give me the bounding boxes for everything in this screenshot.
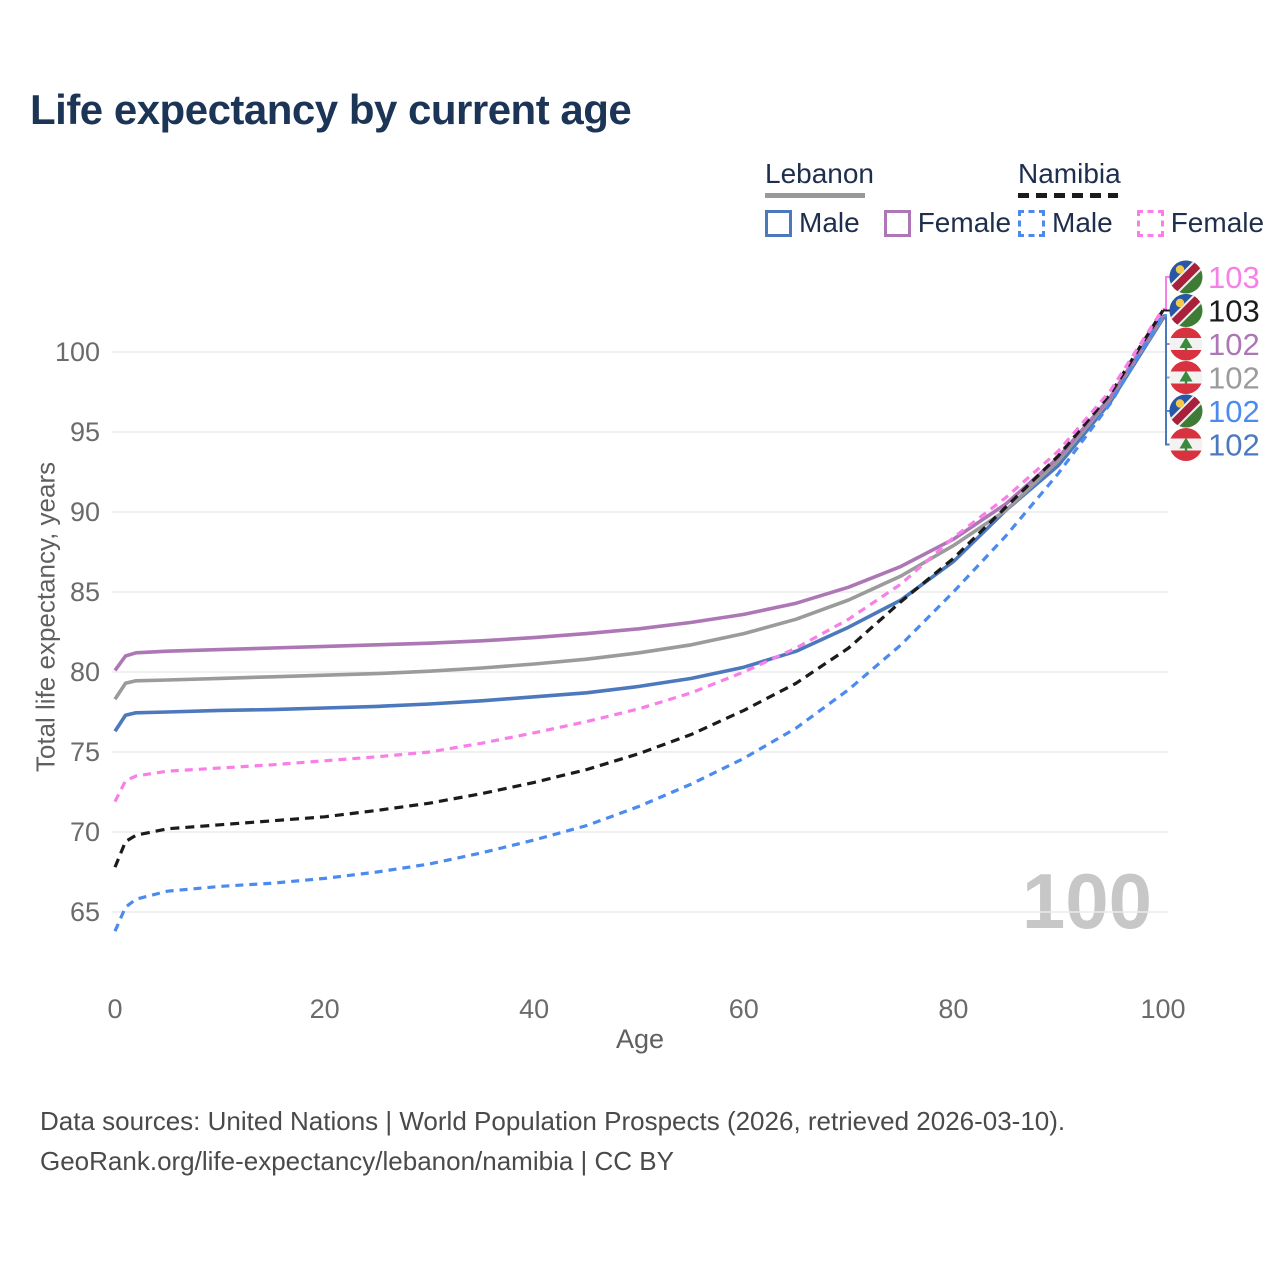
end-value-label: 102 <box>1208 394 1260 429</box>
lebanon-flag-icon <box>1169 361 1203 394</box>
x-axis-title: Age <box>615 1024 665 1054</box>
lebanon-male-swatch-icon <box>765 209 792 237</box>
end-label-flag <box>1169 428 1203 461</box>
lebanon-flag-icon <box>1169 428 1203 461</box>
lebanon-female-swatch-icon <box>883 209 911 237</box>
legend-label-namibia-male: Male <box>1052 207 1113 238</box>
legend-country-lebanon: Lebanon <box>765 158 875 189</box>
series-line-namibia-male <box>113 314 1165 932</box>
y-tick-label: 75 <box>69 737 100 767</box>
series-line-lebanon-female <box>113 314 1165 672</box>
legend-row-namibia: Male Female <box>1018 207 1280 239</box>
namibia-line-style-swatch <box>1018 193 1118 198</box>
end-value-label: 103 <box>1208 294 1260 329</box>
x-tick-label: 60 <box>728 994 759 1024</box>
namibia-flag-icon <box>1169 260 1203 294</box>
x-tick-label: 100 <box>1140 994 1186 1024</box>
end-value-label: 102 <box>1208 327 1260 362</box>
namibia-flag-icon <box>1169 294 1203 327</box>
x-tick-label: 20 <box>309 994 340 1024</box>
series-line-lebanon <box>113 315 1165 701</box>
end-label-flag <box>1169 260 1203 294</box>
end-label-connector <box>1163 317 1170 446</box>
page-title: Life expectancy by current age <box>30 86 632 133</box>
series-line-namibia <box>113 309 1165 868</box>
legend-label-lebanon-female: Female <box>917 207 1012 238</box>
y-tick-label: 95 <box>69 417 100 447</box>
y-tick-label: 90 <box>69 497 100 527</box>
watermark-100: 100 <box>1021 857 1152 945</box>
end-label-flag <box>1169 327 1203 361</box>
namibia-female-swatch-icon <box>1136 209 1164 237</box>
end-label-connector <box>1163 276 1170 310</box>
data-sources-note: Data sources: United Nations | World Pop… <box>40 1106 1066 1136</box>
end-value-label: 102 <box>1208 361 1260 396</box>
y-tick-label: 65 <box>69 897 100 927</box>
end-value-label: 102 <box>1208 428 1260 463</box>
lebanon-flag-icon <box>1169 327 1203 361</box>
y-tick-label: 80 <box>69 657 100 687</box>
y-axis-title: Total life expectancy, years <box>30 461 61 773</box>
legend-label-lebanon-male: Male <box>799 207 860 238</box>
legend-country-namibia: Namibia <box>1018 158 1121 189</box>
attribution-note: GeoRank.org/life-expectancy/lebanon/nami… <box>40 1146 674 1176</box>
legend-group-lebanon: Lebanon Male Female <box>765 158 1035 239</box>
y-tick-label: 100 <box>54 337 100 367</box>
namibia-male-swatch-icon <box>1018 209 1045 237</box>
lebanon-line-style-swatch <box>765 193 865 198</box>
y-tick-label: 70 <box>69 817 100 847</box>
series-line-namibia-female <box>113 307 1165 803</box>
legend-group-namibia: Namibia Male Female <box>1018 158 1280 239</box>
namibia-flag-icon <box>1169 394 1203 428</box>
y-tick-label: 85 <box>69 577 100 607</box>
legend-label-namibia-female: Female <box>1170 207 1265 238</box>
end-label-flag <box>1169 394 1203 428</box>
series-line-lebanon-male <box>113 317 1165 733</box>
x-tick-label: 40 <box>519 994 550 1024</box>
x-tick-label: 0 <box>107 994 123 1024</box>
x-tick-label: 80 <box>938 994 969 1024</box>
end-value-label: 103 <box>1208 260 1260 295</box>
legend-row-lebanon: Male Female <box>765 207 1035 239</box>
end-label-flag <box>1169 294 1203 327</box>
end-label-flag <box>1169 361 1203 394</box>
